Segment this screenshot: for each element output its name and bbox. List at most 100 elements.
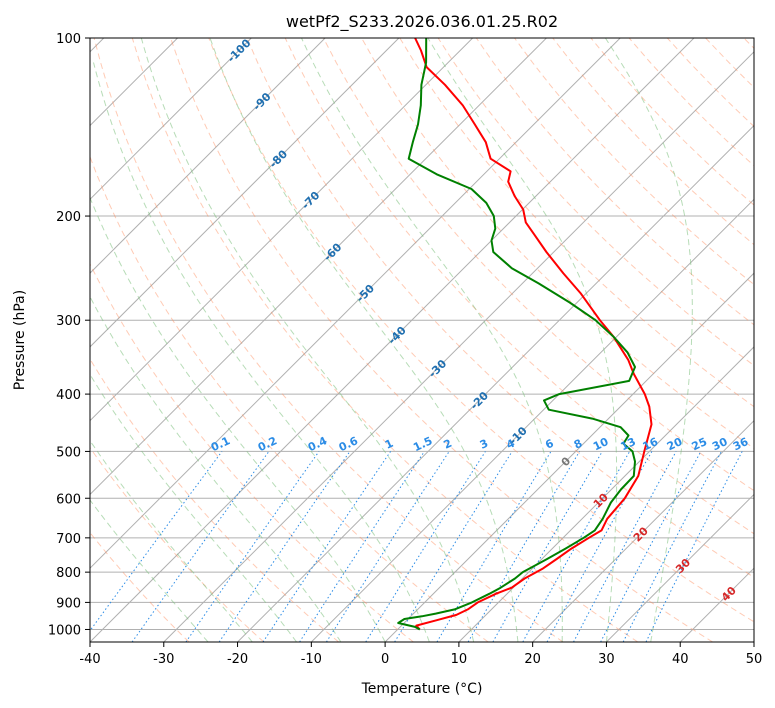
mixing-ratio-line bbox=[365, 451, 486, 642]
dry-adiabat bbox=[552, 38, 754, 246]
x-tick-label: 20 bbox=[524, 652, 541, 667]
temperature-profile bbox=[414, 38, 653, 631]
isotherm-line bbox=[90, 38, 326, 274]
isotherm-line bbox=[90, 38, 695, 642]
y-tick-label: 800 bbox=[56, 566, 81, 581]
dry-adiabat bbox=[705, 38, 754, 89]
mixing-ratio-line bbox=[185, 451, 320, 642]
dry-adiabat bbox=[90, 446, 265, 642]
mixing-ratio-line bbox=[394, 451, 513, 642]
mixing-ratio-label: 2 bbox=[441, 437, 453, 452]
x-tick-label: 0 bbox=[381, 652, 389, 667]
dry-adiabat bbox=[90, 262, 414, 642]
dry-adiabat bbox=[93, 38, 564, 642]
isotherm-label: -80 bbox=[267, 147, 290, 170]
mixing-ratio-label: 3 bbox=[478, 437, 490, 452]
x-tick-label: -10 bbox=[301, 652, 322, 667]
y-tick-label: 500 bbox=[56, 445, 81, 460]
dry-adiabat bbox=[322, 38, 754, 492]
dry-adiabat bbox=[90, 358, 339, 642]
series-layer bbox=[397, 38, 653, 631]
dry-adiabat bbox=[514, 38, 754, 286]
mixing-ratio-line bbox=[622, 451, 722, 642]
mixing-ratio-line bbox=[467, 451, 581, 642]
dry-adiabat bbox=[475, 38, 754, 326]
moist-adiabat bbox=[140, 38, 475, 642]
dry-adiabat bbox=[628, 38, 754, 167]
isotherm-line bbox=[384, 272, 754, 642]
isotherm-line bbox=[606, 493, 754, 642]
mixing-ratio-label: 16 bbox=[641, 435, 661, 453]
isotherm-line bbox=[163, 51, 754, 642]
dry-adiabat bbox=[743, 38, 754, 49]
moist-adiabat bbox=[90, 196, 386, 642]
plot-frame bbox=[89, 37, 755, 643]
moist-adiabat bbox=[604, 38, 693, 642]
mixing-ratio-line bbox=[218, 451, 351, 642]
isotherm-line bbox=[90, 38, 474, 422]
dry-adiabat bbox=[666, 38, 754, 128]
moist-adiabat bbox=[301, 38, 563, 642]
mixing-ratio-label: 30 bbox=[710, 435, 730, 453]
isotherm-line bbox=[90, 38, 547, 496]
isotherm-label: -70 bbox=[299, 189, 322, 212]
mixing-ratio-label: 6 bbox=[543, 437, 556, 452]
y-axis-label: Pressure (hPa) bbox=[12, 290, 28, 390]
y-tick-label: 400 bbox=[56, 388, 81, 403]
dry-adiabat bbox=[590, 38, 754, 206]
isotherm-label: -100 bbox=[225, 36, 254, 65]
isotherm-line bbox=[753, 641, 754, 642]
mixing-ratio-label: 36 bbox=[731, 435, 751, 453]
isotherm-line bbox=[90, 38, 252, 201]
dry-adiabat bbox=[208, 38, 754, 623]
y-tick-label: 600 bbox=[56, 492, 81, 507]
mixing-ratio-line bbox=[325, 451, 450, 642]
x-axis-label: Temperature (°C) bbox=[361, 681, 483, 697]
isotherm-line bbox=[458, 346, 754, 642]
isotherm-line bbox=[90, 38, 621, 569]
mixing-ratio-line bbox=[436, 451, 552, 642]
mixing-ratio-line bbox=[299, 451, 425, 642]
dewpoint-profile bbox=[397, 38, 636, 631]
x-tick-label: 10 bbox=[451, 652, 468, 667]
mixing-ratio-label: 25 bbox=[690, 435, 709, 453]
x-tick-label: 30 bbox=[598, 652, 615, 667]
dry-adiabat bbox=[90, 155, 489, 642]
y-tick-label: 900 bbox=[56, 596, 81, 611]
x-tick-label: -30 bbox=[153, 652, 174, 667]
mixing-ratio-label: 13 bbox=[619, 435, 638, 453]
chart-title: wetPf2_S233.2026.036.01.25.R02 bbox=[286, 12, 558, 32]
y-tick-label: 100 bbox=[56, 32, 81, 47]
dry-adiabat bbox=[170, 38, 713, 642]
moist-adiabat bbox=[90, 373, 298, 642]
mixing-ratio-line bbox=[645, 451, 743, 642]
isotherm-line bbox=[532, 419, 754, 642]
mixing-ratio-line bbox=[546, 451, 653, 642]
y-tick-label: 700 bbox=[56, 532, 81, 547]
isotherm-line bbox=[90, 38, 400, 348]
isotherm-line bbox=[679, 567, 754, 642]
moist-adiabat bbox=[90, 295, 342, 642]
y-tick-label: 200 bbox=[56, 210, 81, 225]
x-tick-label: 50 bbox=[746, 652, 763, 667]
x-axis-ticks: -40 -30 -20 -10 0 10 20 30 40 50 bbox=[79, 642, 762, 667]
dry-adiabat bbox=[284, 38, 754, 535]
x-tick-label: 40 bbox=[672, 652, 689, 667]
dry-adiabat bbox=[437, 38, 754, 367]
mixing-ratio-label: 10 bbox=[591, 435, 611, 453]
mixing-ratio-line bbox=[262, 451, 392, 642]
y-axis-ticks: 100 200 300 400 500 600 700 800 900 1000 bbox=[48, 32, 90, 638]
moist-adiabat bbox=[93, 62, 430, 642]
mixing-ratio-line bbox=[600, 451, 702, 642]
x-tick-label: -40 bbox=[79, 652, 100, 667]
dry-adiabat bbox=[131, 38, 639, 642]
moist-adiabat bbox=[209, 38, 519, 642]
isotherm-line bbox=[310, 198, 754, 642]
mixing-ratio-line bbox=[522, 451, 631, 642]
mixing-ratio-line bbox=[131, 451, 270, 642]
isotherm-line bbox=[237, 124, 754, 642]
mixing-ratio-line bbox=[573, 451, 677, 642]
moist-adiabat bbox=[90, 439, 253, 642]
x-tick-label: -20 bbox=[227, 652, 248, 667]
